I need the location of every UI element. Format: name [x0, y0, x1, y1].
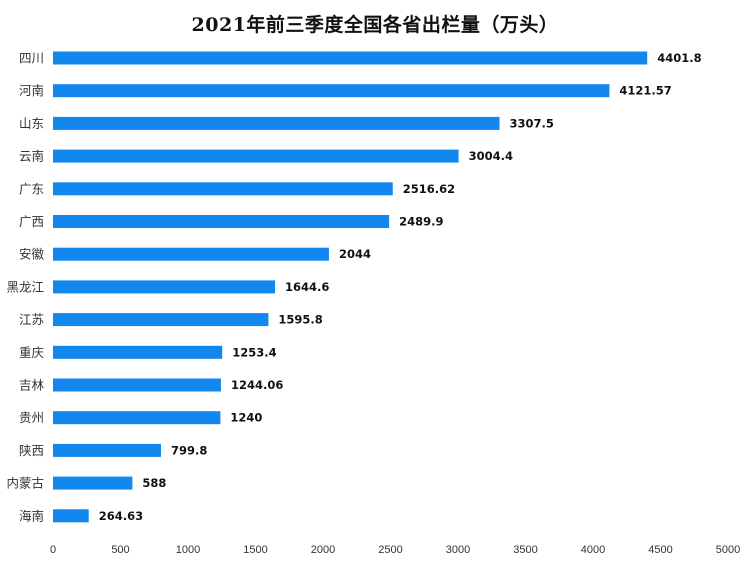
bar-1 — [53, 84, 610, 98]
value-label: 1244.06 — [231, 378, 283, 392]
category-label: 重庆 — [19, 345, 45, 360]
bar-8 — [53, 313, 269, 327]
x-tick-label: 2000 — [311, 544, 335, 556]
bar-9 — [53, 345, 223, 359]
value-labels: 4401.8 4121.57 3307.5 3004.4 2516.62 2489.9 20… — [99, 51, 702, 523]
category-label: 陕西 — [19, 443, 44, 458]
category-label: 四川 — [19, 51, 44, 66]
value-label: 1644.6 — [285, 280, 329, 294]
value-label: 2489.9 — [399, 215, 443, 229]
category-label: 内蒙古 — [6, 476, 44, 491]
category-label: 海南 — [19, 508, 44, 523]
category-label: 广西 — [19, 214, 44, 229]
x-tick-label: 500 — [111, 544, 129, 556]
category-label: 河南 — [19, 83, 44, 98]
bar-10 — [53, 378, 221, 392]
value-label: 1595.8 — [278, 313, 322, 327]
bar-7 — [53, 280, 276, 294]
x-tick-label: 1000 — [176, 544, 200, 556]
bars-group — [53, 51, 648, 523]
bar-14 — [53, 509, 89, 523]
category-label: 贵州 — [19, 410, 44, 425]
category-label: 江苏 — [19, 312, 44, 327]
x-tick-label: 5000 — [716, 544, 740, 556]
value-label: 1240 — [230, 411, 262, 425]
bar-11 — [53, 411, 221, 425]
value-label: 4121.57 — [619, 84, 671, 98]
category-label: 云南 — [19, 149, 44, 164]
value-label: 1253.4 — [232, 345, 276, 359]
value-label: 2044 — [339, 247, 371, 261]
value-label: 799.8 — [171, 443, 207, 457]
x-tick-label: 1500 — [243, 544, 267, 556]
category-label: 吉林 — [19, 378, 45, 393]
bar-0 — [53, 51, 648, 65]
bar-5 — [53, 215, 390, 228]
bar-4 — [53, 182, 393, 196]
x-tick-label: 4500 — [648, 544, 672, 556]
bar-12 — [53, 443, 161, 457]
x-tick-label: 4000 — [581, 544, 605, 556]
category-label: 安徽 — [19, 247, 45, 262]
category-label: 黑龙江 — [6, 279, 44, 294]
x-axis-ticks: 0 500 1000 1500 2000 2500 3000 3500 4000 4500 5000 — [50, 544, 740, 556]
value-label: 2516.62 — [403, 182, 455, 196]
x-tick-label: 3500 — [513, 544, 537, 556]
x-tick-label: 3000 — [446, 544, 470, 556]
chart-title: 2021年前三季度全国各省出栏量（万头） — [191, 14, 559, 36]
bar-13 — [53, 476, 133, 490]
category-label: 广东 — [19, 181, 44, 196]
x-tick-label: 2500 — [378, 544, 402, 556]
value-label: 264.63 — [99, 509, 143, 523]
value-label: 3004.4 — [469, 149, 513, 163]
value-label: 4401.8 — [657, 51, 701, 65]
bar-6 — [53, 247, 329, 261]
value-label: 588 — [142, 476, 166, 490]
category-label: 山东 — [19, 116, 44, 131]
bar-2 — [53, 116, 500, 130]
bar-3 — [53, 149, 459, 163]
value-label: 3307.5 — [510, 116, 554, 130]
x-tick-label: 0 — [50, 544, 56, 556]
